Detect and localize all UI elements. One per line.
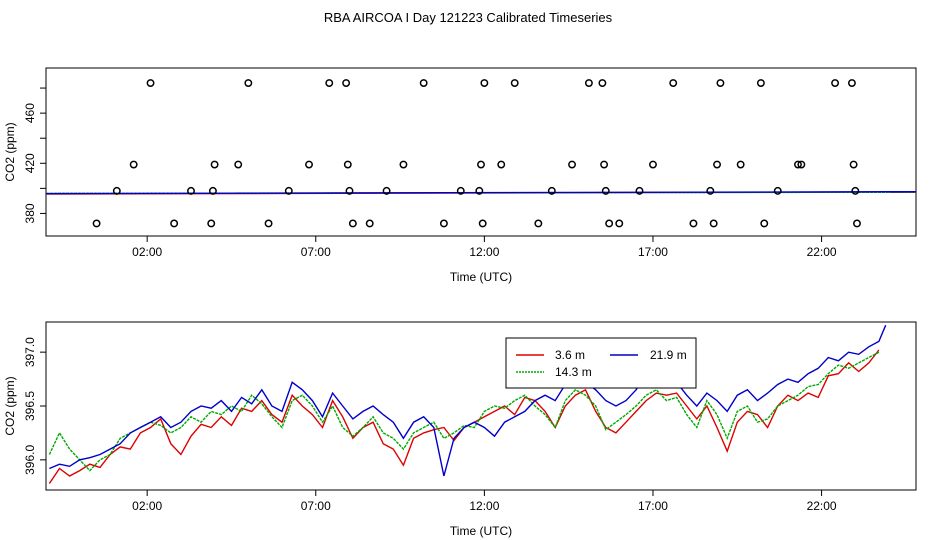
x-tick-label: 02:00 <box>132 499 162 513</box>
legend-label-3-6m: 3.6 m <box>555 348 585 362</box>
data-point <box>284 186 293 195</box>
bottom-x-axis-label: Time (UTC) <box>450 524 512 538</box>
series-line <box>48 351 880 472</box>
y-tick-label: 396.0 <box>23 445 37 475</box>
data-point <box>348 219 357 228</box>
data-point <box>234 160 243 169</box>
data-point <box>649 160 657 169</box>
x-tick-label: 22:00 <box>807 499 837 513</box>
data-point <box>399 160 408 169</box>
data-point <box>669 79 678 87</box>
data-point <box>713 160 721 169</box>
data-point <box>305 160 313 169</box>
x-tick-label: 22:00 <box>807 245 837 259</box>
data-point <box>760 219 769 228</box>
legend-label-14-3m: 14.3 m <box>555 365 592 379</box>
data-point <box>210 160 219 169</box>
data-point <box>635 186 644 195</box>
legend-label-21-9m: 21.9 m <box>650 348 687 362</box>
legend: 3.6 m 21.9 m 14.3 m <box>505 337 697 389</box>
data-point <box>716 79 725 87</box>
bottom-series <box>48 324 887 484</box>
data-point <box>534 219 543 228</box>
data-point <box>510 79 519 87</box>
y-tick-label: 420 <box>23 153 37 173</box>
bottom-plot-frame <box>45 321 917 491</box>
data-point <box>129 160 138 169</box>
data-point <box>689 219 698 228</box>
data-point <box>709 219 718 228</box>
data-point <box>419 79 428 87</box>
data-point <box>497 160 506 169</box>
data-point <box>601 186 610 195</box>
x-tick-label: 02:00 <box>132 245 162 259</box>
data-point <box>475 186 484 195</box>
bottom-panel: 02:00 07:00 12:00 17:00 22:00 396.0 396.5 397.… <box>3 321 917 538</box>
data-point <box>477 160 485 169</box>
data-point <box>343 160 352 169</box>
top-y-axis-label: CO2 (ppm) <box>3 122 17 181</box>
data-point <box>92 219 101 228</box>
series-line <box>49 324 887 477</box>
data-point <box>264 219 273 228</box>
x-tick-label: 17:00 <box>638 499 668 513</box>
x-tick-label: 07:00 <box>301 245 331 259</box>
data-point <box>851 186 860 195</box>
data-point <box>187 186 195 195</box>
bottom-x-ticks: 02:00 07:00 12:00 17:00 22:00 <box>132 490 837 513</box>
data-point <box>480 79 489 87</box>
data-point <box>706 186 715 195</box>
top-panel: 02:00 07:00 12:00 17:00 22:00 380 420 460 Time… <box>3 67 917 284</box>
data-point <box>547 186 556 195</box>
data-point <box>849 160 858 169</box>
data-point <box>736 160 745 169</box>
top-x-axis-label: Time (UTC) <box>450 270 512 284</box>
data-point <box>325 79 334 87</box>
data-point <box>365 219 374 228</box>
data-point <box>345 186 354 195</box>
x-tick-label: 17:00 <box>638 245 668 259</box>
x-tick-label: 12:00 <box>469 245 499 259</box>
y-tick-label: 380 <box>23 203 37 223</box>
figure-title: RBA AIRCOA I Day 121223 Calibrated Times… <box>324 10 613 25</box>
data-point <box>756 79 765 87</box>
data-point <box>456 186 465 195</box>
data-point <box>605 219 614 228</box>
data-point <box>797 160 806 169</box>
top-plot-frame <box>45 67 917 237</box>
data-point <box>831 79 840 87</box>
data-point <box>794 160 802 169</box>
x-tick-label: 07:00 <box>301 499 331 513</box>
bottom-y-axis-label: CO2 (ppm) <box>3 376 17 435</box>
series-line <box>45 190 917 195</box>
data-point <box>146 79 155 87</box>
data-point <box>170 219 179 228</box>
legend-box <box>505 337 697 389</box>
data-point <box>568 160 576 169</box>
data-point <box>207 219 216 228</box>
y-tick-label: 460 <box>23 103 37 123</box>
y-tick-label: 397.0 <box>23 337 37 367</box>
top-points <box>92 79 861 228</box>
data-point <box>584 79 593 87</box>
data-point <box>847 79 856 87</box>
data-point <box>615 219 624 228</box>
x-tick-label: 12:00 <box>469 499 499 513</box>
top-x-ticks: 02:00 07:00 12:00 17:00 22:00 <box>132 236 837 259</box>
bottom-y-ticks: 396.0 396.5 397.0 <box>23 337 46 475</box>
top-y-ticks: 380 420 460 <box>23 87 46 223</box>
data-point <box>478 219 487 228</box>
data-point <box>439 219 448 228</box>
data-point <box>598 79 607 87</box>
data-point <box>382 186 391 195</box>
data-point <box>853 219 861 228</box>
data-point <box>773 186 782 195</box>
y-tick-label: 396.5 <box>23 391 37 421</box>
data-point <box>208 186 217 195</box>
data-point <box>600 160 609 169</box>
data-point <box>244 79 253 87</box>
data-point <box>112 186 121 195</box>
data-point <box>342 79 351 87</box>
